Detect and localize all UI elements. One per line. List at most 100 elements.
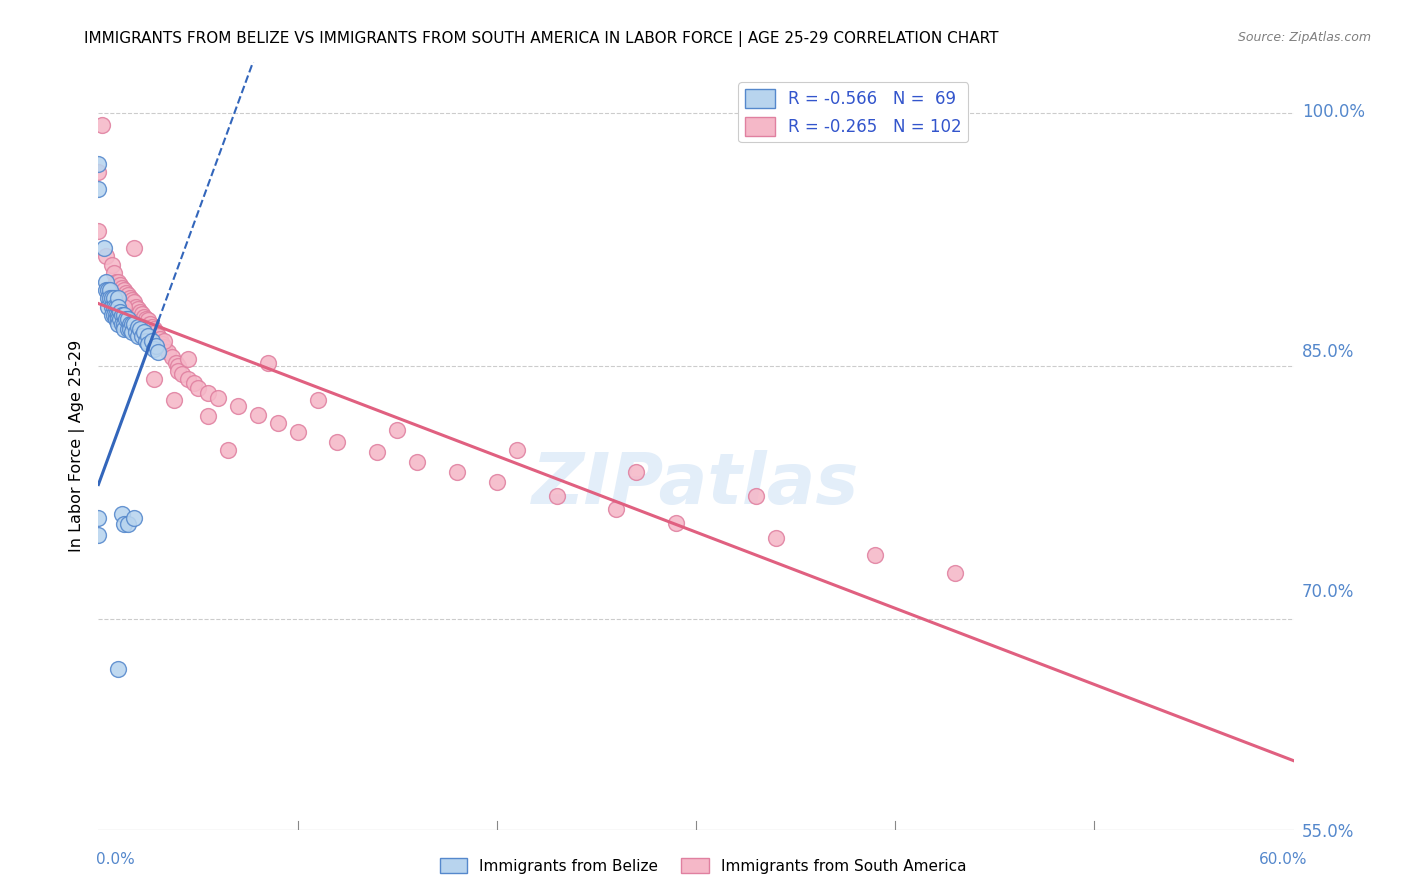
Point [149,332,172,346]
Point [111,281,134,295]
Point [157,345,180,359]
Point [136,320,159,334]
Point [105,873,128,888]
Point [134,317,156,331]
Point [765,531,787,545]
Point [105,277,128,292]
Point [287,425,309,439]
Point [112,517,135,532]
Point [101,258,124,272]
Point [131,313,153,327]
Point [103,292,125,306]
Point [103,309,125,323]
Point [107,309,129,323]
Point [143,322,166,336]
Point [117,288,139,302]
Point [546,489,568,503]
Point [131,307,153,321]
Point [217,443,239,458]
Point [127,301,149,316]
Legend: Immigrants from Belize, Immigrants from South America: Immigrants from Belize, Immigrants from … [433,852,973,880]
Point [101,881,124,892]
Point [153,334,176,348]
Point [135,318,157,333]
Point [177,352,200,367]
Point [745,489,768,503]
Point [134,310,156,324]
Point [112,309,135,323]
Point [93,241,115,255]
Point [141,320,163,334]
Point [117,517,139,532]
Point [150,337,173,351]
Point [172,368,194,382]
Point [143,328,166,343]
Point [91,856,114,871]
Legend: R = -0.566   N =  69, R = -0.265   N = 102: R = -0.566 N = 69, R = -0.265 N = 102 [738,82,969,143]
Point [105,309,128,323]
Point [112,300,135,314]
Point [110,277,132,292]
Point [125,307,148,321]
Point [148,328,170,343]
Point [105,275,128,289]
Point [124,510,146,524]
Point [87,224,110,238]
Point [197,385,219,400]
Point [93,864,115,879]
Point [98,283,122,297]
Point [107,281,129,295]
Point [127,328,149,343]
Point [160,351,183,365]
Point [110,311,132,326]
Point [153,340,176,354]
Point [97,283,120,297]
Point [107,300,129,314]
Point [110,305,132,319]
Point [124,241,146,255]
Point [141,326,163,341]
Point [506,443,529,458]
Point [136,328,159,343]
Point [385,423,409,437]
Point [197,409,219,424]
Point [107,662,129,676]
Point [107,317,129,331]
Point [187,381,209,395]
Point [148,335,170,350]
Point [115,293,138,308]
Point [665,516,688,530]
Point [120,322,142,336]
Point [131,328,153,343]
Point [112,283,135,297]
Point [117,311,139,326]
Text: 60.0%: 60.0% [1260,852,1308,867]
Point [326,434,349,449]
Point [101,292,124,306]
Point [865,548,887,562]
Point [406,455,429,469]
Point [98,868,122,882]
Point [125,325,148,339]
Point [167,359,190,373]
Point [207,391,229,405]
Point [87,165,110,179]
Point [120,292,142,306]
Point [97,856,120,871]
Point [105,311,128,326]
Point [626,465,648,479]
Point [136,337,159,351]
Point [110,285,132,299]
Point [943,566,966,581]
Point [256,355,278,369]
Point [107,288,129,302]
Point [96,249,118,263]
Point [143,372,166,386]
Point [135,334,157,348]
Point [183,376,205,390]
Text: IMMIGRANTS FROM BELIZE VS IMMIGRANTS FROM SOUTH AMERICA IN LABOR FORCE | AGE 25-: IMMIGRANTS FROM BELIZE VS IMMIGRANTS FRO… [84,31,998,47]
Point [124,309,146,323]
Point [111,309,134,323]
Point [103,864,125,879]
Point [125,300,148,314]
